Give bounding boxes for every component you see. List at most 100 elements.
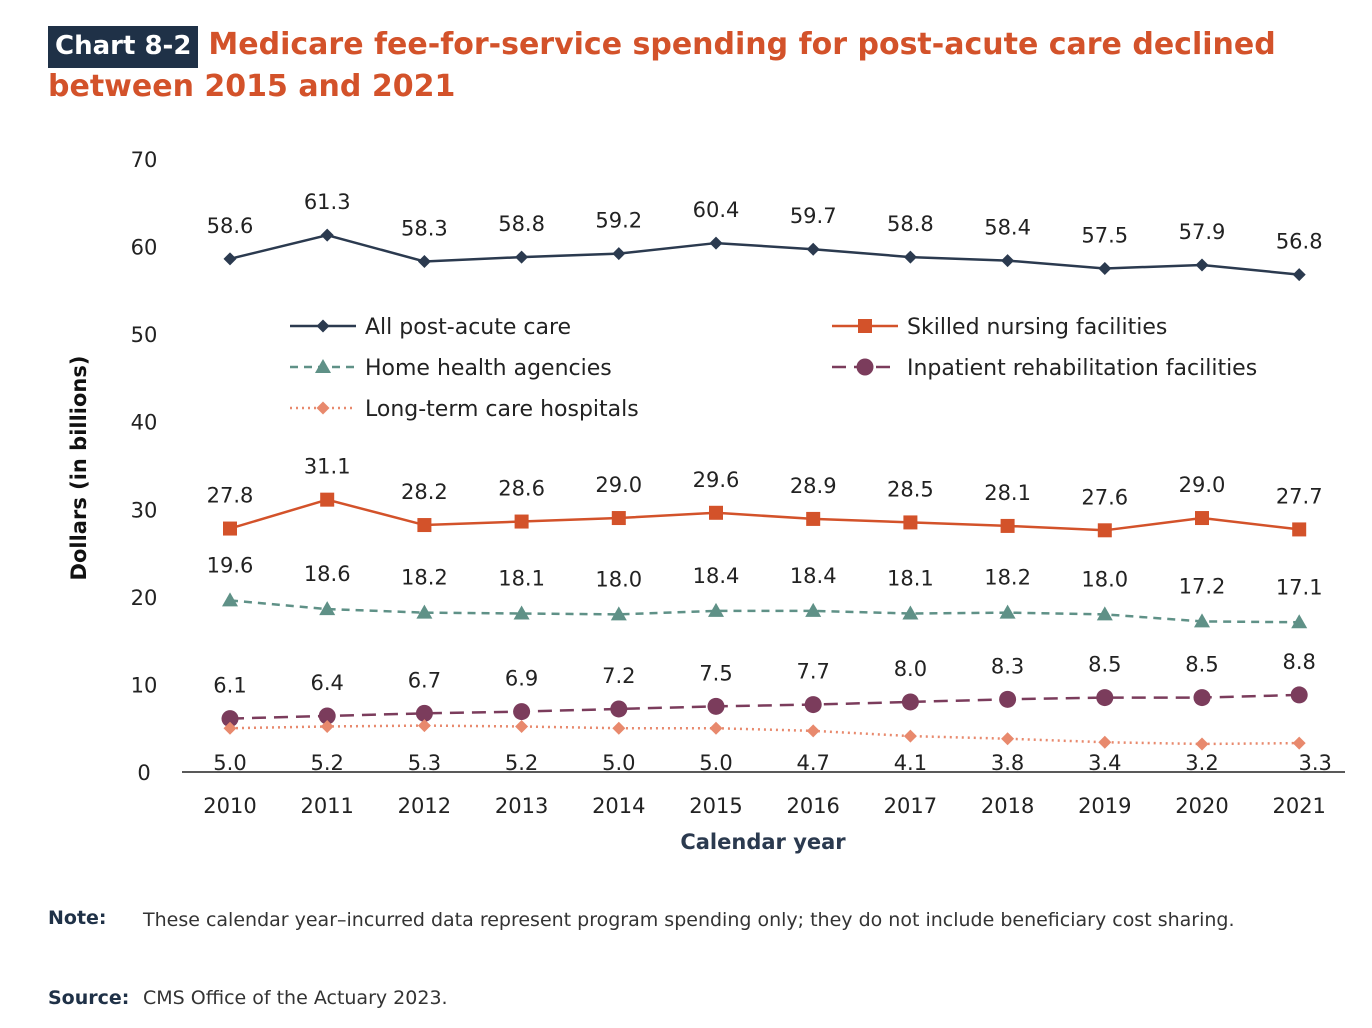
series-3-point bbox=[416, 604, 433, 619]
series-3-point bbox=[1096, 606, 1113, 621]
series-4-point bbox=[804, 696, 822, 714]
series-2-point bbox=[417, 518, 432, 533]
series-5-point bbox=[320, 719, 334, 733]
x-tick-label: 2019 bbox=[1078, 794, 1131, 818]
y-tick-label: 0 bbox=[137, 761, 150, 785]
series-2-point bbox=[514, 514, 529, 529]
legend-marker-3 bbox=[315, 359, 331, 373]
chart-header: Chart 8-2 Medicare fee-for-service spendi… bbox=[48, 26, 1348, 106]
series-1-data-label: 59.7 bbox=[790, 204, 837, 228]
x-tick-label: 2012 bbox=[398, 794, 451, 818]
series-2-point bbox=[611, 511, 626, 526]
source-text: CMS Office of the Actuary 2023. bbox=[143, 987, 448, 1009]
series-5-point bbox=[709, 721, 723, 735]
series-3-point bbox=[513, 605, 530, 620]
series-1-point bbox=[515, 250, 529, 264]
series-5-point bbox=[806, 724, 820, 738]
series-2-data-label: 27.6 bbox=[1081, 485, 1128, 509]
series-line-2 bbox=[229, 498, 1300, 532]
series-3-data-label: 18.6 bbox=[304, 562, 351, 586]
series-1-data-label: 58.3 bbox=[401, 216, 448, 240]
series-3-data-label: 18.2 bbox=[984, 566, 1031, 590]
series-5-data-label: 3.4 bbox=[1088, 751, 1121, 775]
series-1-data-label: 58.8 bbox=[498, 212, 545, 236]
series-4-data-label: 6.7 bbox=[408, 668, 441, 692]
series-2-point bbox=[1097, 523, 1112, 538]
chart-number-badge: Chart 8-2 bbox=[48, 26, 199, 68]
series-5-data-label: 5.2 bbox=[505, 751, 538, 775]
series-5-data-label: 3.2 bbox=[1185, 751, 1218, 775]
series-3-data-label: 18.4 bbox=[790, 564, 837, 588]
series-3-data-label: 18.0 bbox=[1081, 567, 1128, 591]
note-label: Note: bbox=[48, 907, 107, 929]
series-line-5 bbox=[229, 724, 1300, 746]
series-4-data-label: 8.5 bbox=[1185, 653, 1218, 677]
series-3-point bbox=[999, 604, 1016, 619]
series-4-data-label: 6.4 bbox=[310, 671, 343, 695]
series-3-data-label: 19.6 bbox=[207, 553, 254, 577]
series-1-data-label: 58.8 bbox=[887, 212, 934, 236]
series-5-data-label: 5.2 bbox=[310, 751, 343, 775]
legend-marker-1 bbox=[316, 319, 330, 333]
series-2-point bbox=[1292, 522, 1307, 537]
series-2-data-label: 28.5 bbox=[887, 477, 934, 501]
series-1-point bbox=[612, 247, 626, 261]
series-4-data-label: 6.9 bbox=[505, 667, 538, 691]
series-4-point bbox=[318, 707, 336, 725]
series-2-point bbox=[806, 511, 821, 526]
series-3-point bbox=[708, 602, 724, 617]
series-line-1 bbox=[229, 233, 1300, 276]
x-tick-label: 2021 bbox=[1272, 794, 1325, 818]
chart-note: Note: These calendar year–incurred data r… bbox=[48, 907, 1308, 934]
series-4-point bbox=[1290, 686, 1308, 704]
legend-label: Skilled nursing facilities bbox=[907, 315, 1167, 340]
series-4-point bbox=[221, 710, 239, 728]
series-4-data-label: 8.8 bbox=[1282, 650, 1315, 674]
series-1-data-label: 57.9 bbox=[1179, 220, 1226, 244]
series-4-point bbox=[707, 697, 725, 715]
x-tick-label: 2011 bbox=[300, 794, 353, 818]
x-tick-label: 2015 bbox=[689, 794, 742, 818]
x-tick-label: 2020 bbox=[1175, 794, 1228, 818]
y-tick-label: 30 bbox=[131, 498, 158, 522]
series-2-point bbox=[320, 492, 335, 507]
series-2-data-label: 31.1 bbox=[304, 455, 351, 479]
legend-label: Home health agencies bbox=[365, 356, 612, 381]
series-5-point bbox=[223, 721, 237, 735]
series-5-point bbox=[417, 719, 431, 733]
series-1-point bbox=[709, 236, 723, 250]
series-3-point bbox=[319, 601, 336, 616]
series-1-data-label: 58.4 bbox=[984, 216, 1031, 240]
series-4-point bbox=[513, 703, 531, 721]
series-4-data-label: 7.5 bbox=[699, 661, 732, 685]
series-1-point bbox=[1292, 268, 1306, 282]
series-3-data-label: 17.2 bbox=[1179, 574, 1226, 598]
series-1-point bbox=[1195, 258, 1209, 272]
x-tick-label: 2010 bbox=[203, 794, 256, 818]
series-1-point bbox=[417, 254, 431, 268]
series-line-3 bbox=[229, 599, 1300, 624]
series-1-data-label: 57.5 bbox=[1081, 223, 1128, 247]
series-3-point bbox=[1194, 613, 1210, 628]
series-5-point bbox=[903, 729, 917, 743]
series-3-data-label: 18.0 bbox=[595, 567, 642, 591]
legend-marker-2 bbox=[858, 319, 872, 333]
note-text: These calendar year–incurred data repres… bbox=[143, 909, 1235, 931]
series-1-point bbox=[223, 252, 237, 266]
legend-marker-4 bbox=[856, 358, 874, 376]
series-3-point bbox=[902, 605, 919, 620]
series-5-data-label: 3.3 bbox=[1298, 751, 1331, 775]
series-3-point bbox=[222, 592, 238, 607]
series-2-data-label: 27.7 bbox=[1276, 484, 1323, 508]
series-4-point bbox=[1193, 689, 1211, 707]
source-label: Source: bbox=[48, 987, 130, 1009]
x-tick-label: 2018 bbox=[981, 794, 1034, 818]
series-2-data-label: 28.9 bbox=[790, 474, 837, 498]
series-1-data-label: 58.6 bbox=[207, 214, 254, 238]
series-5-point bbox=[1098, 735, 1112, 749]
series-1-data-label: 56.8 bbox=[1276, 230, 1323, 254]
series-4-point bbox=[610, 700, 628, 718]
series-5-point bbox=[612, 721, 626, 735]
series-5-data-label: 3.8 bbox=[991, 751, 1024, 775]
series-5-point bbox=[1001, 732, 1015, 746]
